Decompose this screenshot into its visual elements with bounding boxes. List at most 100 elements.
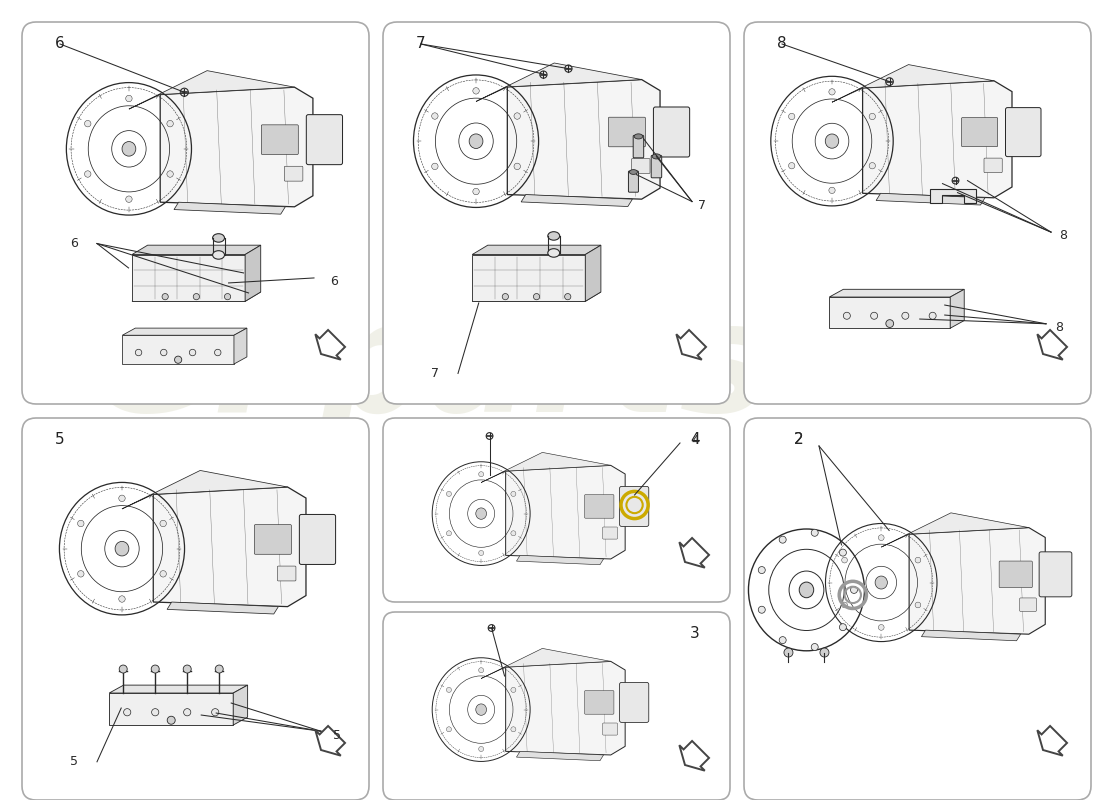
Text: 3: 3 [690, 626, 700, 642]
Ellipse shape [800, 582, 814, 598]
Circle shape [160, 520, 166, 526]
FancyBboxPatch shape [277, 566, 296, 581]
Circle shape [189, 350, 196, 356]
FancyBboxPatch shape [603, 723, 617, 735]
Circle shape [175, 356, 182, 363]
Circle shape [839, 549, 846, 556]
FancyBboxPatch shape [383, 22, 730, 404]
Text: 6: 6 [330, 275, 338, 288]
FancyBboxPatch shape [984, 158, 1002, 173]
Polygon shape [161, 87, 312, 206]
Circle shape [478, 668, 484, 673]
Polygon shape [922, 630, 1021, 641]
Text: 2: 2 [794, 433, 804, 447]
Circle shape [829, 187, 835, 194]
Text: 4: 4 [690, 433, 700, 447]
FancyBboxPatch shape [744, 418, 1091, 800]
FancyBboxPatch shape [961, 118, 998, 146]
Circle shape [152, 709, 158, 716]
Circle shape [160, 570, 166, 577]
Circle shape [123, 709, 131, 716]
Ellipse shape [548, 232, 560, 240]
FancyBboxPatch shape [744, 22, 1091, 404]
Circle shape [779, 536, 786, 543]
Circle shape [839, 624, 846, 630]
FancyBboxPatch shape [299, 514, 336, 565]
Polygon shape [506, 662, 625, 755]
Polygon shape [129, 70, 295, 109]
Circle shape [125, 196, 132, 202]
Circle shape [510, 726, 516, 732]
Polygon shape [472, 254, 585, 302]
Circle shape [85, 170, 91, 178]
Circle shape [514, 163, 520, 170]
Circle shape [915, 602, 921, 608]
Ellipse shape [629, 170, 637, 174]
Ellipse shape [470, 134, 483, 149]
FancyBboxPatch shape [284, 166, 302, 181]
Circle shape [870, 312, 878, 319]
Circle shape [78, 520, 84, 526]
Circle shape [869, 162, 876, 169]
FancyBboxPatch shape [584, 494, 614, 518]
FancyBboxPatch shape [651, 155, 662, 178]
Circle shape [119, 665, 128, 673]
Circle shape [478, 550, 484, 555]
Polygon shape [234, 328, 246, 364]
Circle shape [473, 88, 480, 94]
Polygon shape [132, 254, 245, 302]
Text: a passion
for parts
since 1995: a passion for parts since 1995 [494, 467, 706, 593]
Circle shape [869, 114, 876, 120]
Polygon shape [516, 751, 604, 761]
Ellipse shape [212, 234, 224, 242]
Text: 7: 7 [431, 367, 439, 380]
Circle shape [758, 566, 766, 574]
Circle shape [194, 294, 199, 300]
Ellipse shape [635, 134, 642, 139]
Polygon shape [122, 328, 246, 335]
Circle shape [829, 89, 835, 95]
FancyBboxPatch shape [254, 525, 292, 554]
Circle shape [789, 162, 795, 169]
Text: 8: 8 [1059, 230, 1067, 242]
FancyBboxPatch shape [608, 118, 646, 146]
Polygon shape [174, 202, 285, 214]
FancyBboxPatch shape [634, 135, 643, 158]
Polygon shape [516, 555, 604, 565]
FancyBboxPatch shape [631, 158, 650, 174]
Text: 6: 6 [70, 237, 78, 250]
Circle shape [510, 491, 516, 497]
FancyBboxPatch shape [603, 527, 617, 539]
Ellipse shape [122, 142, 135, 156]
Circle shape [478, 472, 484, 477]
Circle shape [85, 121, 91, 127]
Circle shape [151, 665, 160, 673]
Circle shape [510, 687, 516, 693]
Ellipse shape [212, 250, 224, 259]
Circle shape [564, 294, 571, 300]
Circle shape [161, 350, 167, 356]
Polygon shape [521, 194, 632, 206]
Polygon shape [472, 245, 601, 254]
Circle shape [811, 643, 818, 650]
Circle shape [784, 648, 793, 657]
Circle shape [184, 709, 190, 716]
Circle shape [842, 602, 847, 608]
Polygon shape [507, 79, 660, 199]
Circle shape [125, 95, 132, 102]
FancyBboxPatch shape [619, 486, 649, 526]
Polygon shape [481, 452, 610, 482]
Circle shape [78, 570, 84, 577]
Text: 7: 7 [698, 199, 706, 212]
Circle shape [779, 637, 786, 644]
Polygon shape [832, 65, 994, 102]
Circle shape [431, 163, 438, 170]
Circle shape [478, 746, 484, 751]
Polygon shape [930, 189, 976, 202]
Circle shape [902, 312, 909, 319]
Polygon shape [909, 528, 1045, 634]
Ellipse shape [548, 249, 560, 257]
FancyBboxPatch shape [1005, 108, 1041, 157]
Circle shape [216, 665, 223, 673]
FancyBboxPatch shape [999, 561, 1032, 588]
